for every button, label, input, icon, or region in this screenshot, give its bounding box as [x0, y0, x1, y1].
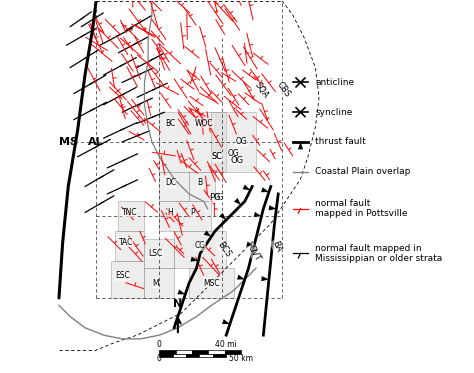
Text: LSC: LSC [148, 249, 163, 258]
Text: OG: OG [231, 156, 244, 165]
Text: P: P [191, 208, 195, 217]
Polygon shape [118, 201, 145, 231]
Text: TNC: TNC [122, 208, 137, 217]
Text: normal fault mapped in
Mississippian or older strata: normal fault mapped in Mississippian or … [315, 244, 443, 263]
Polygon shape [204, 231, 211, 236]
Text: CBS: CBS [275, 81, 292, 99]
Polygon shape [159, 112, 226, 172]
Bar [176, 350, 192, 354]
Bar [213, 354, 226, 357]
Text: N: N [173, 299, 182, 309]
Polygon shape [145, 268, 174, 298]
Bar [200, 354, 213, 357]
Text: MSC: MSC [203, 279, 219, 288]
Bar [225, 350, 241, 354]
Text: WOC: WOC [195, 119, 213, 128]
Polygon shape [159, 201, 211, 231]
Polygon shape [222, 319, 230, 324]
Text: normal fault
mapped in Pottsville: normal fault mapped in Pottsville [315, 199, 408, 219]
Polygon shape [115, 231, 145, 261]
Polygon shape [189, 268, 234, 298]
Polygon shape [145, 238, 174, 268]
Polygon shape [254, 212, 262, 217]
Text: M: M [152, 279, 159, 288]
Text: DC: DC [165, 178, 176, 187]
Text: H: H [168, 208, 173, 217]
Text: 40 mi: 40 mi [215, 340, 237, 349]
Polygon shape [269, 205, 276, 210]
Text: TAC: TAC [118, 238, 133, 247]
Text: Coastal Plain overlap: Coastal Plain overlap [315, 167, 411, 176]
Text: SC: SC [211, 152, 222, 161]
Polygon shape [237, 275, 245, 279]
Polygon shape [219, 213, 226, 220]
Polygon shape [243, 185, 250, 190]
Bar [209, 350, 225, 354]
Text: SC: SC [212, 152, 222, 161]
Text: ESC: ESC [115, 271, 129, 280]
Polygon shape [211, 112, 256, 172]
Polygon shape [298, 142, 303, 149]
Text: BC: BC [165, 119, 175, 128]
Polygon shape [261, 276, 269, 281]
Text: PG: PG [213, 193, 224, 202]
Text: syncline: syncline [315, 108, 353, 117]
Text: OG: OG [228, 148, 239, 157]
Text: AL: AL [88, 137, 104, 147]
Polygon shape [191, 257, 198, 261]
Polygon shape [189, 172, 215, 201]
Polygon shape [246, 242, 254, 247]
Text: CC: CC [195, 241, 205, 250]
Polygon shape [261, 187, 269, 192]
Text: thrust fault: thrust fault [315, 137, 366, 147]
Text: BCS: BCS [216, 240, 233, 259]
Text: 0: 0 [157, 354, 162, 363]
Text: OG: OG [235, 137, 247, 147]
Text: MS: MS [59, 137, 78, 147]
Text: 50 km: 50 km [229, 354, 253, 363]
Polygon shape [177, 289, 185, 294]
Text: B: B [198, 178, 203, 187]
Text: anticline: anticline [315, 78, 355, 87]
Text: SQA: SQA [253, 80, 270, 100]
Text: BA: BA [270, 239, 283, 253]
Bar [173, 354, 186, 357]
Polygon shape [174, 231, 226, 268]
Bar [192, 350, 209, 354]
Text: OVT: OVT [246, 244, 262, 263]
Polygon shape [111, 261, 145, 298]
Polygon shape [159, 172, 189, 201]
Bar [159, 350, 176, 354]
Bar [186, 354, 200, 357]
Polygon shape [234, 198, 241, 205]
Text: PG: PG [209, 193, 221, 202]
Bar [159, 354, 173, 357]
Text: 0: 0 [157, 340, 162, 349]
